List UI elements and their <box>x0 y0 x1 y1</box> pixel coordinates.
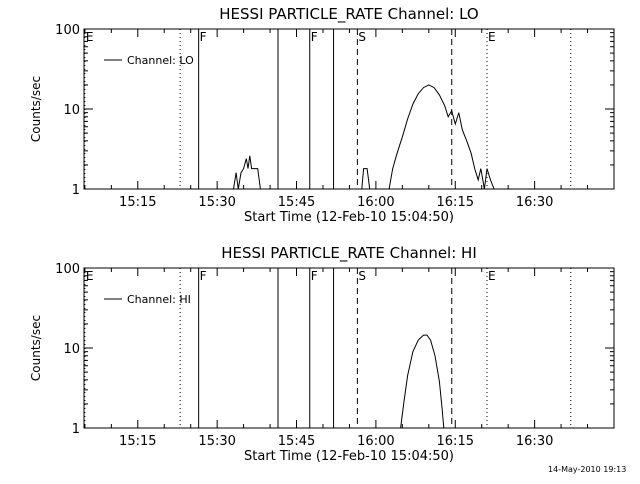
y-tick-label: 10 <box>63 342 80 357</box>
data-series-line <box>233 84 495 190</box>
plot-frame <box>83 28 615 190</box>
x-axis-label: Start Time (12-Feb-10 15:04:50) <box>244 210 454 225</box>
y-axis-label: Counts/sec <box>29 76 43 142</box>
x-axis-label: Start Time (12-Feb-10 15:04:50) <box>244 449 454 464</box>
event-marker-label: F <box>311 30 318 44</box>
y-tick-label: 100 <box>55 262 80 277</box>
x-tick-label: 15:45 <box>278 434 315 449</box>
y-tick-label: 10 <box>63 103 80 118</box>
y-tick-label: 100 <box>55 23 80 38</box>
event-marker-label: E <box>488 269 496 283</box>
footer-timestamp: 14-May-2010 19:13 <box>548 465 627 474</box>
event-marker-label: F <box>200 269 207 283</box>
x-tick-label: 15:45 <box>278 195 315 210</box>
y-tick-label: 1 <box>72 183 80 198</box>
x-tick-label: 15:30 <box>198 195 235 210</box>
x-tick-label: 16:15 <box>437 195 474 210</box>
x-tick-label: 16:30 <box>516 434 553 449</box>
event-marker-label: E <box>488 30 496 44</box>
event-marker-label: E <box>86 269 94 283</box>
legend-label: Channel: LO <box>127 54 194 67</box>
x-tick-label: 15:15 <box>119 434 156 449</box>
chart-title: HESSI PARTICLE_RATE Channel: HI <box>221 244 477 263</box>
y-axis-label: Counts/sec <box>29 315 43 381</box>
x-tick-label: 15:15 <box>119 195 156 210</box>
x-tick-label: 15:30 <box>198 434 235 449</box>
plot-frame <box>83 267 615 429</box>
event-marker-label: F <box>200 30 207 44</box>
event-marker-label: E <box>86 30 94 44</box>
event-marker-label: S <box>358 269 366 283</box>
x-tick-label: 16:15 <box>437 434 474 449</box>
x-tick-label: 16:00 <box>357 195 394 210</box>
y-tick-label: 1 <box>72 422 80 437</box>
legend-label: Channel: HI <box>127 293 191 306</box>
event-marker-label: S <box>358 30 366 44</box>
event-marker-label: F <box>311 269 318 283</box>
chart-title: HESSI PARTICLE_RATE Channel: LO <box>219 5 478 24</box>
data-series-line <box>400 334 445 429</box>
x-tick-label: 16:30 <box>516 195 553 210</box>
x-tick-label: 16:00 <box>357 434 394 449</box>
